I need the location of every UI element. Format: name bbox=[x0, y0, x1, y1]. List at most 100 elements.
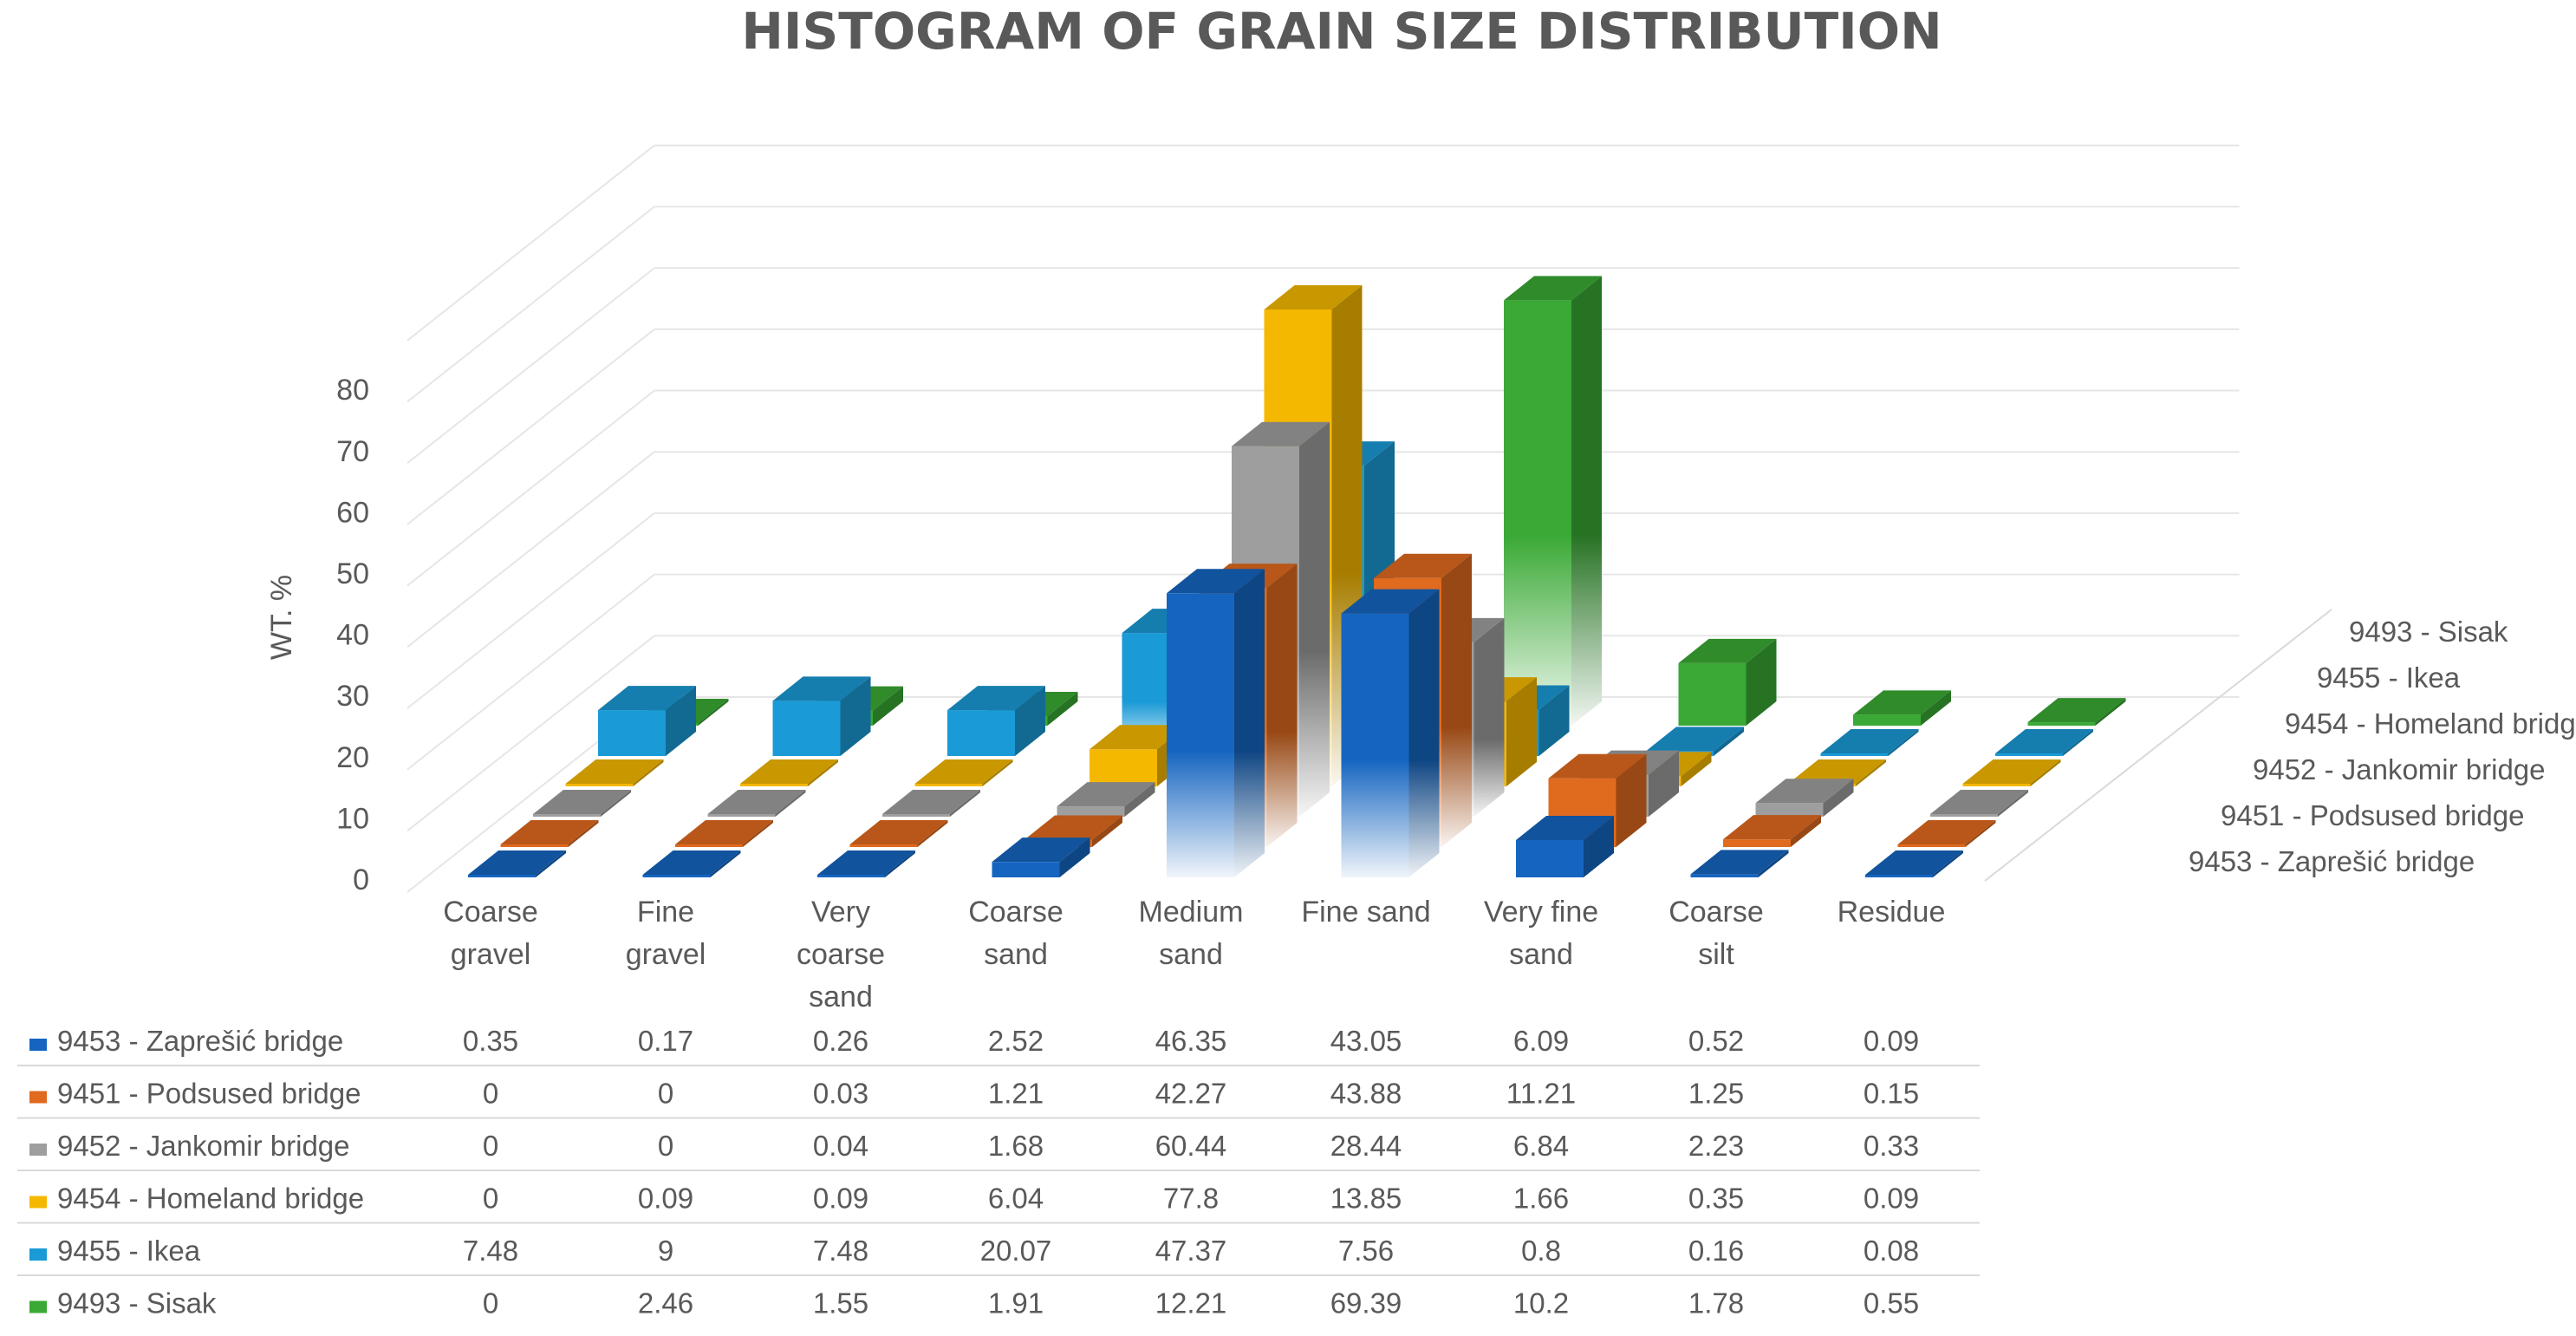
table-cell: 1.66 bbox=[1513, 1183, 1569, 1215]
y-tick-label: 60 bbox=[336, 496, 369, 529]
bar-top-face bbox=[817, 850, 915, 875]
bar-front-face bbox=[2027, 722, 2096, 726]
bar-9453-8 bbox=[1865, 850, 1963, 877]
bar-top-face bbox=[1264, 284, 1363, 310]
bar-9451-0 bbox=[500, 820, 599, 847]
bar-front-face bbox=[1820, 753, 1889, 756]
bar-front-face bbox=[1930, 814, 1998, 817]
bar-top-face bbox=[1057, 782, 1155, 807]
bar-side-face bbox=[885, 850, 915, 877]
table-cell: 0 bbox=[483, 1130, 498, 1162]
bars bbox=[468, 276, 2126, 879]
table-cell: 43.05 bbox=[1330, 1025, 1402, 1057]
category-label: silt bbox=[1698, 938, 1734, 971]
bar-top-face bbox=[500, 820, 599, 844]
bar-front-face bbox=[1723, 839, 1791, 847]
table-cell: 0.26 bbox=[813, 1025, 868, 1057]
bar-9451-7 bbox=[1723, 815, 1821, 847]
category-label: Residue bbox=[1838, 896, 1946, 929]
bar-side-face bbox=[1998, 790, 2028, 817]
bar-fade bbox=[1167, 593, 1265, 879]
bar-side-face bbox=[1856, 759, 1886, 786]
table-cell: 0 bbox=[658, 1078, 673, 1110]
bar-top-face bbox=[849, 820, 948, 844]
bar-top-face bbox=[1820, 729, 1919, 753]
category-label: Fine bbox=[637, 896, 694, 929]
table-cell: 0 bbox=[658, 1130, 673, 1162]
table-cell: 2.23 bbox=[1688, 1130, 1744, 1162]
bar-front-face bbox=[992, 862, 1060, 877]
bar-top-face bbox=[2027, 698, 2126, 723]
bar-top-face bbox=[1678, 638, 1777, 663]
table-cell: 0 bbox=[483, 1287, 498, 1320]
gridline-left-wall bbox=[407, 635, 655, 832]
legend-key bbox=[29, 1144, 47, 1156]
bar-side-face bbox=[698, 699, 729, 726]
bar-side-face bbox=[1714, 727, 1744, 756]
bar-side-face bbox=[1616, 753, 1647, 847]
bar-top-face bbox=[1516, 815, 1614, 840]
bar-9453-0 bbox=[468, 850, 566, 877]
table-cell: 0.17 bbox=[638, 1025, 693, 1057]
bar-top-face bbox=[1788, 759, 1886, 784]
depth-axis-label: 9451 - Podsused bridge bbox=[2221, 799, 2524, 831]
table-cell: 1.68 bbox=[988, 1130, 1044, 1162]
table-cell: 0.33 bbox=[1864, 1130, 1919, 1162]
bar-9453-1 bbox=[642, 850, 741, 877]
table-series-name: 9452 - Jankomir bridge bbox=[57, 1130, 350, 1162]
bar-9453-4 bbox=[1167, 569, 1265, 879]
table-cell: 0.35 bbox=[1688, 1183, 1744, 1215]
table-cell: 42.27 bbox=[1155, 1078, 1227, 1110]
bar-front-face bbox=[1057, 806, 1125, 817]
bar-side-face bbox=[2095, 698, 2126, 726]
bar-9455-0 bbox=[598, 686, 696, 756]
category-label: gravel bbox=[626, 938, 706, 971]
bar-top-face bbox=[772, 676, 871, 701]
bar-9453-3 bbox=[992, 837, 1090, 877]
depth-axis-labels: 9493 - Sisak 9455 - Ikea 9454 - Homeland b… bbox=[2189, 616, 2576, 877]
bar-fade bbox=[1341, 613, 1440, 879]
bar-front-face bbox=[1690, 874, 1759, 877]
bar-9451-8 bbox=[1897, 820, 1996, 847]
bar-side-face bbox=[1681, 752, 1712, 786]
y-tick-label: 10 bbox=[336, 802, 369, 835]
bar-top-face bbox=[1341, 589, 1440, 614]
bar-top-face bbox=[947, 686, 1045, 711]
category-label: sand bbox=[984, 938, 1048, 971]
table-cell: 77.8 bbox=[1163, 1183, 1219, 1215]
table-cell: 0.16 bbox=[1688, 1235, 1744, 1267]
bar-front-face bbox=[947, 710, 1015, 756]
bar-front-face bbox=[1755, 803, 1824, 817]
bar-side-face bbox=[1538, 685, 1570, 756]
depth-axis-label: 9453 - Zaprešić bridge bbox=[2189, 845, 2475, 877]
depth-axis-label: 9454 - Homeland bridge bbox=[2285, 707, 2576, 740]
category-label: sand bbox=[809, 981, 873, 1013]
bar-side-face bbox=[568, 820, 599, 847]
gridline-left-wall bbox=[407, 389, 655, 587]
bar-side-face bbox=[1092, 815, 1122, 847]
depth-axis-label: 9455 - Ikea bbox=[2317, 661, 2461, 694]
bar-9455-1 bbox=[772, 676, 871, 756]
legend-key bbox=[29, 1248, 47, 1261]
category-label: sand bbox=[1159, 938, 1223, 971]
table-cell: 28.44 bbox=[1330, 1130, 1402, 1162]
table-cell: 13.85 bbox=[1330, 1183, 1402, 1215]
bar-top-face bbox=[675, 820, 773, 844]
table-series-name: 9451 - Podsused bridge bbox=[57, 1078, 361, 1110]
bar-top-face bbox=[1504, 276, 1602, 301]
bar-top-face bbox=[1962, 759, 2061, 784]
bar-front-face bbox=[1995, 753, 2063, 756]
table-cell: 0.09 bbox=[1864, 1025, 1919, 1057]
table-cell: 1.55 bbox=[813, 1287, 868, 1320]
table-cell: 0.09 bbox=[813, 1183, 868, 1215]
bar-front-face bbox=[772, 701, 841, 756]
depth-axis-label: 9452 - Jankomir bridge bbox=[2253, 753, 2546, 785]
bar-side-face bbox=[1124, 782, 1155, 817]
bar-9453-5 bbox=[1341, 589, 1440, 879]
table-cell: 20.07 bbox=[980, 1235, 1052, 1267]
table-series-name: 9453 - Zaprešić bridge bbox=[57, 1025, 343, 1057]
chart-title: HISTOGRAM OF GRAIN SIZE DISTRIBUTION bbox=[741, 2, 1942, 61]
category-label: Very fine bbox=[1484, 896, 1598, 929]
bar-9455-8 bbox=[1995, 729, 2093, 756]
table-cell: 0.09 bbox=[638, 1183, 693, 1215]
